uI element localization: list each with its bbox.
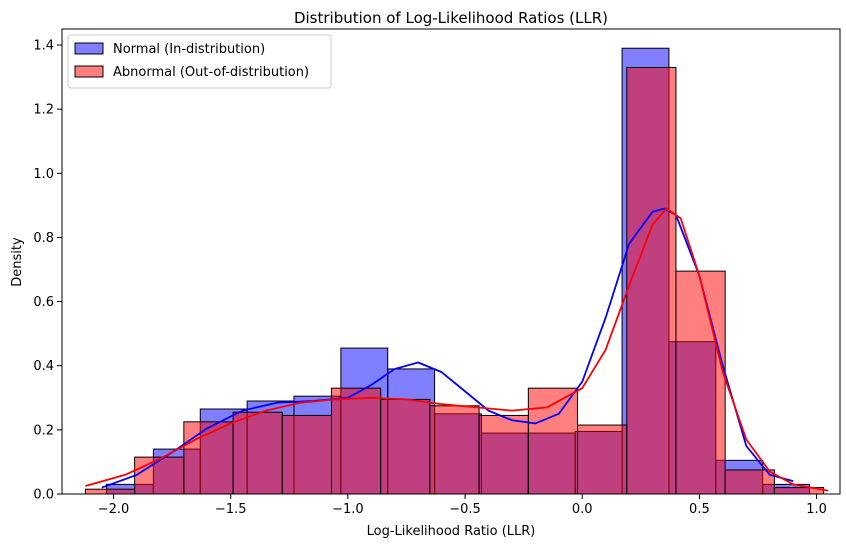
legend-label-normal: Normal (In-distribution)	[113, 42, 265, 57]
legend-swatch-normal	[74, 42, 104, 55]
y-tick-label: 0.4	[33, 359, 54, 374]
histogram-bar	[724, 469, 775, 495]
legend-swatch-abnormal	[74, 65, 104, 78]
x-tick-label: −1.5	[215, 502, 247, 517]
legend: Normal (In-distribution) Abnormal (Out-o…	[67, 34, 332, 89]
legend-box	[67, 34, 332, 89]
y-axis-title: Density	[10, 237, 25, 287]
histogram-bar	[577, 424, 628, 495]
x-axis-title: Log-Likelihood Ratio (LLR)	[367, 524, 536, 539]
legend-label-abnormal: Abnormal (Out-of-distribution)	[113, 65, 309, 80]
histogram-bar	[232, 411, 283, 495]
y-axis: 0.0 0.2 0.4 0.6 0.8 1.0 1.2 1.4	[33, 39, 62, 503]
chart-title: Distribution of Log-Likelihood Ratios (L…	[294, 9, 608, 27]
histogram-bar	[478, 414, 529, 495]
plot-frame	[61, 28, 841, 495]
y-tick-label: 1.0	[33, 167, 54, 182]
histogram-bar	[84, 488, 136, 495]
histogram-bar	[134, 456, 185, 495]
histogram-bar	[429, 405, 480, 495]
series-1-kde-line	[85, 207, 829, 492]
histogram-bar	[626, 66, 677, 495]
x-tick-label: −2.0	[98, 502, 130, 517]
x-tick-label: 0.0	[572, 502, 593, 517]
plot-area	[84, 47, 829, 495]
y-tick-label: 1.2	[33, 103, 54, 118]
y-tick-label: 0.8	[33, 231, 54, 246]
x-tick-label: −0.5	[449, 502, 481, 517]
series-1-bars	[84, 66, 825, 495]
histogram-bar	[281, 414, 332, 495]
y-tick-label: 1.4	[33, 39, 54, 54]
y-tick-label: 0.6	[33, 295, 54, 310]
series-0-kde-line	[101, 207, 794, 489]
y-tick-label: 0.0	[33, 488, 54, 503]
histogram-bar	[380, 398, 431, 495]
x-tick-label: 0.5	[689, 502, 710, 517]
x-tick-label: 1.0	[806, 502, 827, 517]
x-tick-label: −1.0	[332, 502, 364, 517]
histogram-bar	[330, 387, 382, 495]
histogram-bar	[675, 270, 726, 495]
x-axis: −2.0 −1.5 −1.0 −0.5 0.0 0.5 1.0	[98, 494, 827, 517]
y-tick-label: 0.2	[33, 423, 54, 438]
